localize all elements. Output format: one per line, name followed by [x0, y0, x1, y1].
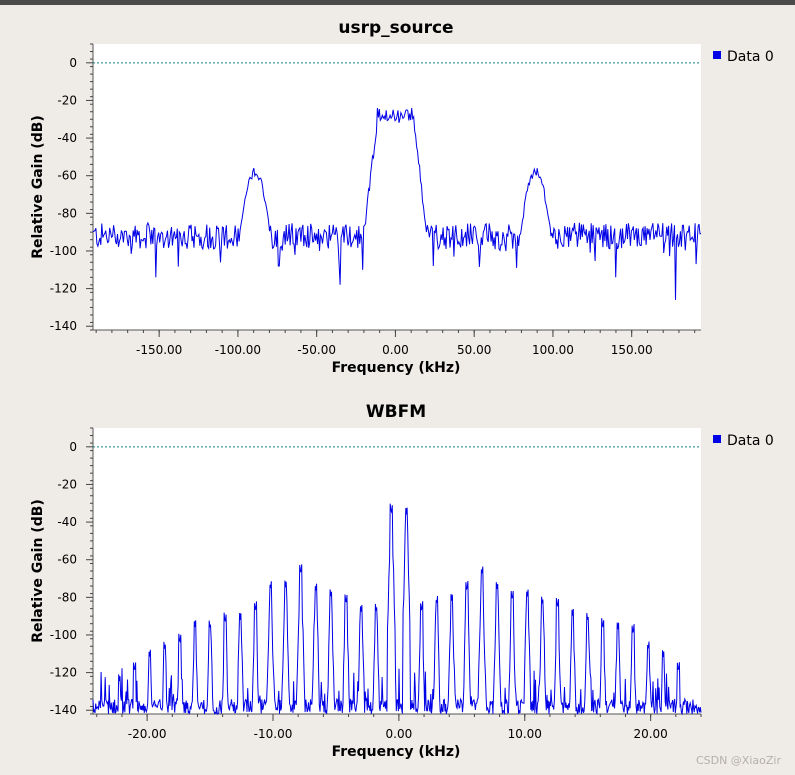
- plot-area: [93, 428, 701, 714]
- x-axis-label: Frequency (kHz): [332, 744, 461, 760]
- y-tick-label: -40: [57, 131, 77, 145]
- y-tick-label: -60: [57, 553, 77, 567]
- y-tick-label: -120: [50, 666, 77, 680]
- y-axis-label: Relative Gain (dB): [30, 499, 46, 643]
- watermark: CSDN @XiaoZir: [695, 754, 781, 767]
- data-0-trace: [92, 107, 702, 300]
- wbfm-chart: WBFM 0 -20 -40 -60 -80 -100 -120 -140 -20.00 -10…: [30, 402, 774, 760]
- x-axis-ticks: -20.00 -10.00 0.00 10.00 20.00: [96, 714, 702, 741]
- x-tick-label: 50.00: [457, 343, 491, 357]
- y-tick-label: -60: [57, 169, 77, 183]
- y-tick-label: -140: [50, 703, 77, 717]
- legend-entry: Data 0: [727, 49, 774, 65]
- x-tick-label: -100.00: [215, 343, 261, 357]
- window-top-bar: [0, 0, 795, 5]
- y-axis-label: Relative Gain (dB): [30, 115, 46, 259]
- x-tick-label: 10.00: [508, 727, 542, 741]
- y-tick-label: -120: [50, 282, 77, 296]
- legend-swatch: [713, 435, 721, 443]
- y-tick-label: -80: [57, 206, 77, 220]
- x-tick-label: -10.00: [254, 727, 293, 741]
- y-axis-ticks: 0 -20 -40 -60 -80 -100 -120 -140: [50, 43, 93, 333]
- legend-swatch: [713, 51, 721, 59]
- y-tick-label: -80: [57, 590, 77, 604]
- usrp-source-chart: usrp_source 0 -20 -40 -60 -80 -100 -120 -140 -1…: [30, 18, 774, 376]
- x-axis-ticks: -150.00 -100.00 -50.00 0.00 50.00 100.00 150.0…: [95, 330, 696, 357]
- x-tick-label: -150.00: [136, 343, 182, 357]
- x-axis-label: Frequency (kHz): [332, 360, 461, 376]
- x-tick-label: -20.00: [128, 727, 167, 741]
- legend-entry: Data 0: [727, 433, 774, 449]
- y-tick-label: 0: [69, 440, 77, 454]
- x-tick-label: 0.00: [386, 727, 413, 741]
- x-tick-label: 100.00: [532, 343, 574, 357]
- chart-title: WBFM: [366, 402, 426, 422]
- y-tick-label: -100: [50, 628, 77, 642]
- y-tick-label: -40: [57, 515, 77, 529]
- y-tick-label: -20: [57, 93, 77, 107]
- x-tick-label: 20.00: [633, 727, 667, 741]
- plot-area: [93, 44, 701, 330]
- y-tick-label: -20: [57, 477, 77, 491]
- y-axis-ticks: 0 -20 -40 -60 -80 -100 -120 -140: [50, 427, 93, 717]
- data-0-trace: [92, 503, 702, 716]
- y-tick-label: -100: [50, 244, 77, 258]
- y-tick-label: 0: [69, 56, 77, 70]
- chart-title: usrp_source: [338, 18, 453, 38]
- y-tick-label: -140: [50, 319, 77, 333]
- x-tick-label: 150.00: [611, 343, 653, 357]
- x-tick-label: -50.00: [297, 343, 336, 357]
- x-tick-label: 0.00: [382, 343, 409, 357]
